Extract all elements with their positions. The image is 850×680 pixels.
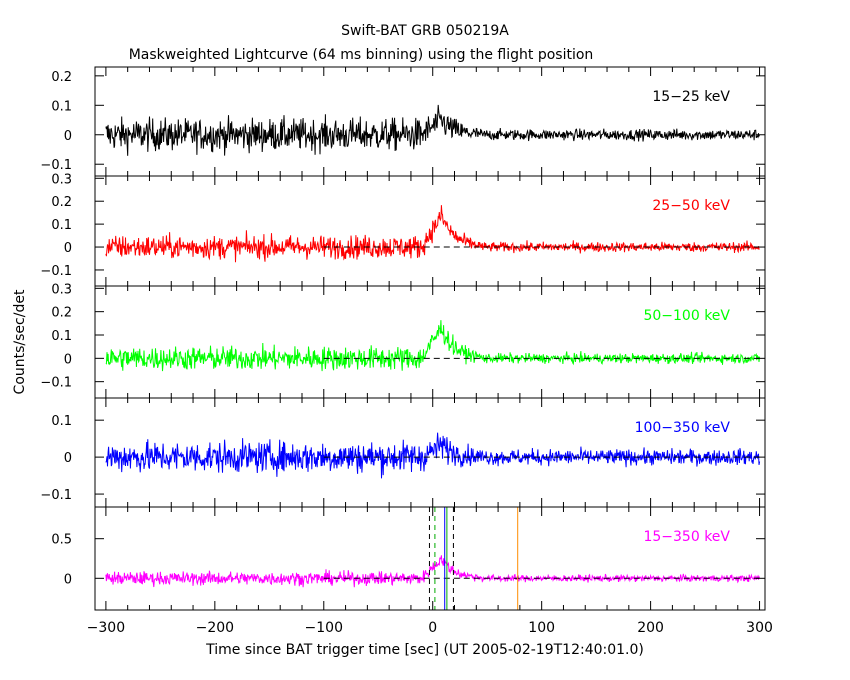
y-tick-label: 0	[64, 572, 72, 587]
y-tick-label: 0.1	[51, 414, 72, 429]
panel-5: 0 0.5 15−350 keV	[51, 506, 766, 611]
y-tick-label: 0.2	[51, 195, 72, 210]
series-line-1	[105, 104, 761, 156]
y-tick-label: 0.5	[51, 533, 72, 548]
x-tick-label: 0	[428, 620, 437, 636]
y-tick-label: 0.2	[51, 70, 72, 85]
panel-frame	[94, 66, 766, 177]
x-axis-label: Time since BAT trigger time [sec] (UT 20…	[205, 642, 644, 658]
x-tick-label: −200	[196, 620, 234, 636]
y-tick-label: 0	[64, 241, 72, 256]
panels: −0.1 0 0.1 0.2 15−25 keV −0.1 0 0.1 0.2 0.3 25−50 …	[40, 66, 773, 636]
y-tick-label: 0	[64, 129, 72, 144]
panel-frame	[94, 506, 766, 611]
y-tick-label: −0.1	[40, 376, 72, 391]
x-tick-label: 300	[746, 620, 773, 636]
x-tick-label: −300	[87, 620, 125, 636]
y-tick-label: 0	[64, 451, 72, 466]
x-tick-label: −100	[305, 620, 343, 636]
panel-1: −0.1 0 0.1 0.2 15−25 keV	[40, 66, 766, 177]
series-line-4	[105, 432, 761, 479]
y-tick-label: 0.2	[51, 306, 72, 321]
y-tick-label: 0.1	[51, 99, 72, 114]
x-tick-label: 200	[637, 620, 664, 636]
series-line-2	[105, 205, 760, 263]
band-label: 15−25 keV	[652, 89, 730, 105]
series-line-5	[105, 555, 761, 588]
y-tick-label: 0.3	[51, 172, 72, 187]
y-tick-label: −0.1	[40, 264, 72, 279]
series-line-3	[105, 320, 761, 372]
panel-3: −0.1 0 0.1 0.2 0.3 50−100 keV	[40, 282, 766, 399]
figure-title: Swift-BAT GRB 050219A	[341, 23, 509, 39]
band-label: 100−350 keV	[635, 420, 731, 436]
y-tick-label: 0.1	[51, 329, 72, 344]
y-tick-label: 0.3	[51, 282, 72, 297]
y-tick-label: 0	[64, 352, 72, 367]
band-label: 50−100 keV	[643, 308, 730, 324]
panel-4: −0.1 0 0.1 100−350 keV	[40, 397, 766, 508]
figure-subtitle: Maskweighted Lightcurve (64 ms binning) …	[129, 47, 594, 63]
y-tick-label: 0.1	[51, 218, 72, 233]
y-tick-label: −0.1	[40, 158, 72, 173]
panel-2: −0.1 0 0.1 0.2 0.3 25−50 keV	[40, 172, 766, 287]
x-tick-label: 100	[528, 620, 555, 636]
band-label: 15−350 keV	[643, 529, 730, 545]
band-label: 25−50 keV	[652, 198, 730, 214]
y-tick-label: −0.1	[40, 488, 72, 503]
y-axis-label: Counts/sec/det	[12, 289, 28, 394]
